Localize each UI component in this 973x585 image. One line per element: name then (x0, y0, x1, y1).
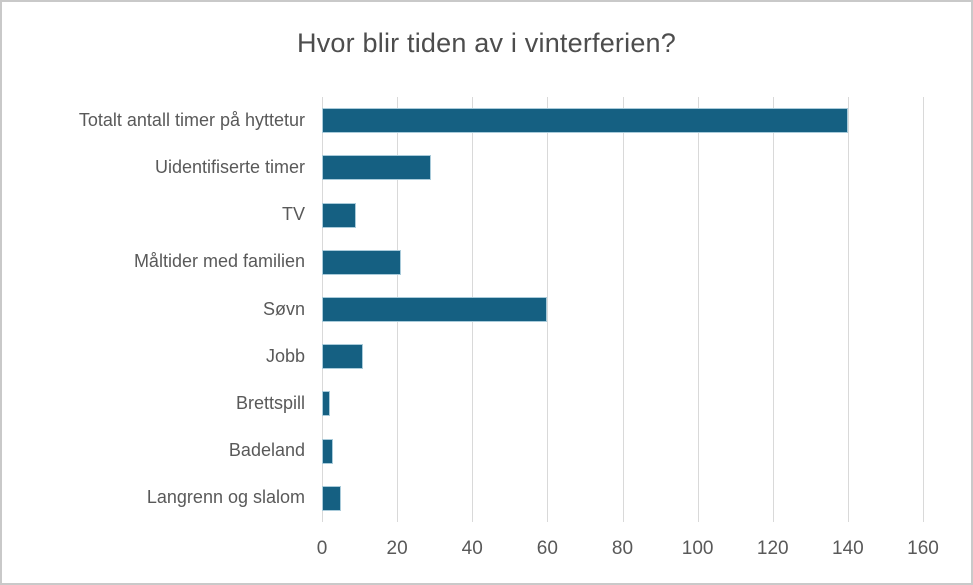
category-label: Langrenn og slalom (146, 487, 305, 508)
category-label: Uidentifiserte timer (154, 156, 305, 177)
category-label: Jobb (265, 345, 305, 366)
x-tick-label: 120 (756, 538, 789, 559)
bar (322, 485, 341, 511)
category-label: Badeland (228, 440, 305, 461)
category-label: Brettspill (235, 392, 305, 413)
category-label: TV (281, 204, 305, 225)
x-tick-label: 80 (611, 538, 634, 559)
category-label: Måltider med familien (133, 251, 305, 272)
bar (322, 438, 334, 464)
x-tick-label: 100 (681, 538, 714, 559)
plot-area (322, 97, 924, 522)
category-label: Totalt antall timer på hyttetur (78, 109, 305, 130)
x-tick-label: 160 (907, 538, 939, 559)
x-tick-label: 140 (832, 538, 864, 559)
x-tick-label: 40 (461, 538, 483, 559)
x-tick-label: 0 (316, 538, 328, 559)
bar (322, 202, 356, 228)
bar (322, 249, 401, 275)
bar (322, 344, 364, 370)
x-tick-label: 60 (536, 538, 558, 559)
category-label: Søvn (262, 298, 305, 319)
bar (322, 108, 848, 134)
gridline (772, 97, 774, 522)
x-tick-label: 20 (386, 538, 408, 559)
gridline (697, 97, 699, 522)
bar (322, 297, 548, 322)
gridline (622, 97, 624, 522)
gridline (547, 97, 549, 522)
bar (322, 391, 330, 417)
bar (322, 155, 431, 181)
chart-title: Hvor blir tiden av i vinterferien? (297, 28, 676, 58)
gridline (923, 97, 924, 522)
gridline (847, 97, 849, 522)
